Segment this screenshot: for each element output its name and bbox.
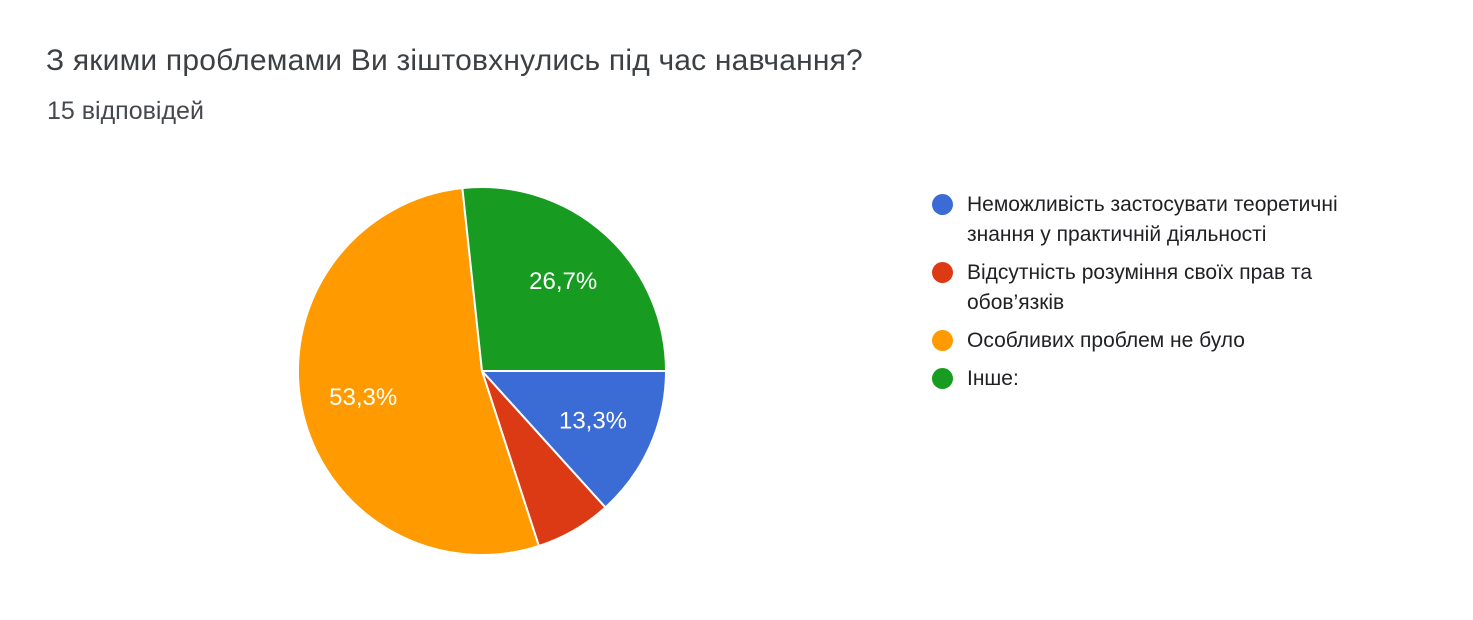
pie-slice-other[interactable] bbox=[461, 186, 668, 372]
pie-chart-area: 13,3% 53,3% 26,7% bbox=[292, 181, 672, 561]
legend-swatch-icon-rights bbox=[932, 262, 953, 283]
legend-item-no-problems: Особливих проблем не було bbox=[932, 326, 1422, 356]
legend-swatch-icon-theory bbox=[932, 194, 953, 215]
question-title: З якими проблемами Ви зіштовхнулись під … bbox=[46, 44, 863, 77]
slice-percent-label-no-problems: 53,3% bbox=[329, 384, 397, 411]
legend-swatch-icon-other bbox=[932, 368, 953, 389]
chart-legend: Неможливість застосувати теоретичні знан… bbox=[932, 190, 1422, 402]
legend-swatch-icon-no-problems bbox=[932, 330, 953, 351]
pie-chart: 13,3% 53,3% 26,7% bbox=[296, 186, 668, 556]
legend-item-theory: Неможливість застосувати теоретичні знан… bbox=[932, 190, 1422, 250]
legend-label-theory: Неможливість застосувати теоретичні знан… bbox=[967, 193, 1338, 246]
responses-count: 15 відповідей bbox=[47, 97, 204, 125]
legend-label-no-problems: Особливих проблем не було bbox=[967, 329, 1245, 352]
legend-label-rights: Відсутність розуміння своїх прав та обов… bbox=[967, 261, 1313, 314]
slice-percent-label-theory: 13,3% bbox=[559, 408, 627, 435]
legend-item-rights: Відсутність розуміння своїх прав та обов… bbox=[932, 258, 1422, 318]
pie-slice-theory[interactable] bbox=[479, 370, 668, 509]
legend-label-other: Інше: bbox=[967, 367, 1019, 390]
legend-item-other: Інше: bbox=[932, 364, 1422, 394]
pie-slice-no-problems[interactable] bbox=[296, 186, 541, 556]
slice-percent-label-other: 26,7% bbox=[529, 268, 597, 295]
